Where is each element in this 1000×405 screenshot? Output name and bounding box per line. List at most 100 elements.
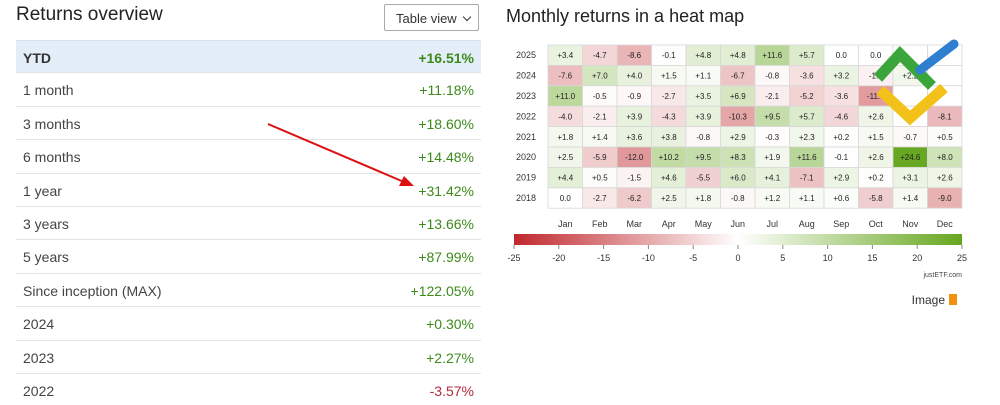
- credit: justETF.com: [922, 272, 962, 279]
- period-label: 3 months: [23, 115, 81, 132]
- month-label: Oct: [869, 219, 884, 229]
- cell-label: -7.1: [800, 174, 814, 183]
- cell-label: +24.6: [900, 153, 921, 162]
- cell-label: +3.2: [833, 72, 849, 81]
- cell-label: +4.8: [730, 51, 746, 60]
- colorbar-tick-label: 0: [735, 253, 740, 263]
- return-value: +11.18%: [419, 82, 474, 99]
- colorbar-tick-label: 15: [867, 253, 877, 263]
- cell-label: +4.6: [661, 174, 677, 183]
- return-value: -3.57%: [429, 382, 474, 399]
- return-value: +0.30%: [426, 316, 474, 333]
- period-label: 5 years: [23, 249, 69, 266]
- cell-label: -1.5: [627, 174, 641, 183]
- colorbar-tick-label: 5: [780, 253, 785, 263]
- cell-label: +4.4: [557, 174, 573, 183]
- view-select[interactable]: Table view: [384, 4, 479, 31]
- cell-label: +1.8: [557, 133, 573, 142]
- period-label: 1 month: [23, 82, 74, 99]
- cell-label: -5.5: [696, 174, 710, 183]
- period-label: Since inception (MAX): [23, 282, 162, 299]
- cell-label: +4.0: [626, 72, 642, 81]
- cell-label: +0.2: [868, 174, 884, 183]
- return-row: 3 months +18.60%: [16, 107, 481, 141]
- section-title: Returns overview: [16, 4, 163, 25]
- cell-label: -3.6: [800, 72, 814, 81]
- cell-label: +3.6: [626, 133, 642, 142]
- cell-label: +0.6: [833, 194, 849, 203]
- cell-label: +2.6: [937, 174, 953, 183]
- cell-label: +1.1: [799, 194, 815, 203]
- cell-label: +4.8: [695, 51, 711, 60]
- cell-label: -6.2: [627, 194, 641, 203]
- period-label: 6 months: [23, 149, 81, 166]
- return-row: YTD +16.51%: [16, 40, 481, 74]
- return-value: +16.51%: [418, 50, 474, 66]
- cell-label: -0.5: [593, 92, 607, 101]
- cell-label: +2.9: [730, 133, 746, 142]
- period-label: 3 years: [23, 215, 69, 232]
- cell-label: -9.0: [938, 194, 952, 203]
- logo-blue: [915, 39, 959, 75]
- period-label: 2023: [23, 349, 55, 366]
- cell-label: -8.6: [627, 51, 641, 60]
- cell-label: +2.6: [868, 112, 884, 121]
- cell-label: -0.8: [765, 72, 779, 81]
- return-row: 2023 +2.27%: [16, 341, 481, 374]
- month-label: Jun: [730, 219, 745, 229]
- return-value: +14.48%: [418, 149, 474, 166]
- heat-cell: [927, 187, 963, 209]
- return-value: +31.42%: [418, 182, 474, 199]
- cell-label: -4.6: [834, 112, 848, 121]
- cell-label: -2.1: [593, 112, 607, 121]
- cell-label: +1.5: [868, 133, 884, 142]
- cell-label: -0.7: [903, 133, 917, 142]
- return-row: 2024 +0.30%: [16, 307, 481, 341]
- image-link[interactable]: Image: [912, 293, 946, 307]
- logo: [873, 39, 959, 126]
- period-label: 1 year: [23, 182, 62, 199]
- return-value: +13.66%: [418, 215, 474, 232]
- year-label: 2019: [516, 173, 536, 183]
- return-row: 2022 -3.57%: [16, 374, 481, 405]
- cell-label: -2.7: [593, 194, 607, 203]
- cell-label: +7.0: [592, 72, 608, 81]
- cell-label: -7.6: [558, 72, 572, 81]
- cell-label: -3.6: [834, 92, 848, 101]
- cell-label: -4.0: [558, 112, 572, 121]
- cell-label: +4.1: [764, 174, 780, 183]
- cell-label: +11.6: [762, 51, 782, 60]
- returns-table: YTD +16.51% 1 month +11.18% 3 months +18.60% 6…: [16, 40, 481, 405]
- cell-label: +5.7: [799, 112, 815, 121]
- cell-label: +6.9: [730, 92, 746, 101]
- colorbar-tick-label: -15: [597, 253, 610, 263]
- cell-label: +2.5: [661, 194, 677, 203]
- cell-label: -12.0: [625, 153, 644, 162]
- return-row: Since inception (MAX) +122.05%: [16, 274, 481, 308]
- cell-label: +11.0: [555, 92, 575, 101]
- return-row: 1 year +31.42%: [16, 174, 481, 207]
- cell-label: -8.1: [938, 112, 952, 121]
- logo-green: [873, 46, 936, 90]
- cell-label: -2.1: [765, 92, 779, 101]
- cell-label: +1.4: [902, 194, 918, 203]
- cell-label: -4.7: [593, 51, 607, 60]
- return-value: +122.05%: [410, 282, 474, 299]
- cell-label: +6.0: [730, 174, 746, 183]
- month-label: Jul: [766, 219, 778, 229]
- month-label: Jan: [558, 219, 573, 229]
- cell-label: -5.8: [869, 194, 883, 203]
- cell-label: +8.3: [730, 153, 746, 162]
- cell-label: -0.8: [731, 194, 745, 203]
- month-label: May: [695, 219, 713, 229]
- period-label: YTD: [23, 50, 51, 66]
- return-value: +87.99%: [418, 249, 474, 266]
- month-label: Nov: [902, 219, 919, 229]
- year-label: 2021: [516, 132, 536, 142]
- cell-label: -0.9: [627, 92, 641, 101]
- month-label: Mar: [627, 219, 643, 229]
- return-row: 6 months +14.48%: [16, 140, 481, 174]
- cell-label: +9.5: [764, 112, 780, 121]
- section-title: Monthly returns in a heat map: [506, 6, 744, 26]
